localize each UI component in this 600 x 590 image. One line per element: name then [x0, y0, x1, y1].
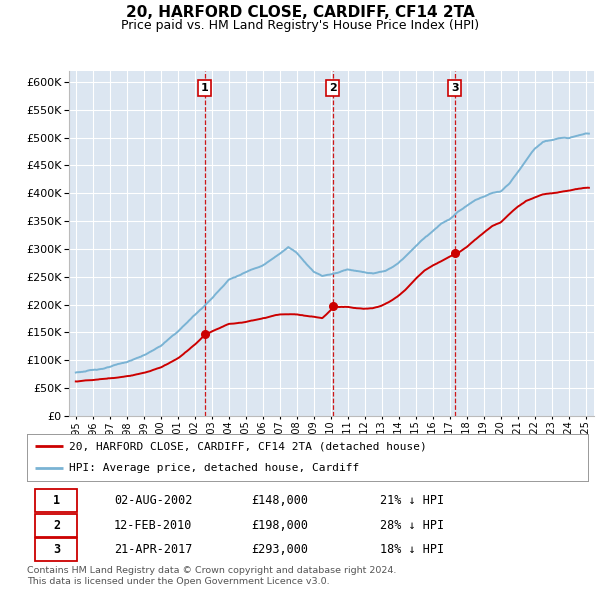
Text: 20, HARFORD CLOSE, CARDIFF, CF14 2TA (detached house): 20, HARFORD CLOSE, CARDIFF, CF14 2TA (de…: [69, 441, 427, 451]
Text: 1: 1: [53, 494, 60, 507]
Text: 02-AUG-2002: 02-AUG-2002: [114, 494, 193, 507]
Text: £293,000: £293,000: [251, 543, 308, 556]
FancyBboxPatch shape: [35, 538, 77, 561]
Text: 1: 1: [201, 83, 208, 93]
FancyBboxPatch shape: [35, 489, 77, 512]
Text: 12-FEB-2010: 12-FEB-2010: [114, 519, 193, 532]
Text: £148,000: £148,000: [251, 494, 308, 507]
Text: Price paid vs. HM Land Registry's House Price Index (HPI): Price paid vs. HM Land Registry's House …: [121, 19, 479, 32]
Text: 3: 3: [53, 543, 60, 556]
Text: 21% ↓ HPI: 21% ↓ HPI: [380, 494, 445, 507]
Text: 20, HARFORD CLOSE, CARDIFF, CF14 2TA: 20, HARFORD CLOSE, CARDIFF, CF14 2TA: [125, 5, 475, 19]
Text: 18% ↓ HPI: 18% ↓ HPI: [380, 543, 445, 556]
Text: 2: 2: [53, 519, 60, 532]
Text: 2: 2: [329, 83, 337, 93]
FancyBboxPatch shape: [35, 513, 77, 537]
Text: 21-APR-2017: 21-APR-2017: [114, 543, 193, 556]
Text: Contains HM Land Registry data © Crown copyright and database right 2024.
This d: Contains HM Land Registry data © Crown c…: [27, 566, 397, 586]
Text: 28% ↓ HPI: 28% ↓ HPI: [380, 519, 445, 532]
Text: 3: 3: [451, 83, 458, 93]
Text: HPI: Average price, detached house, Cardiff: HPI: Average price, detached house, Card…: [69, 463, 359, 473]
Text: £198,000: £198,000: [251, 519, 308, 532]
